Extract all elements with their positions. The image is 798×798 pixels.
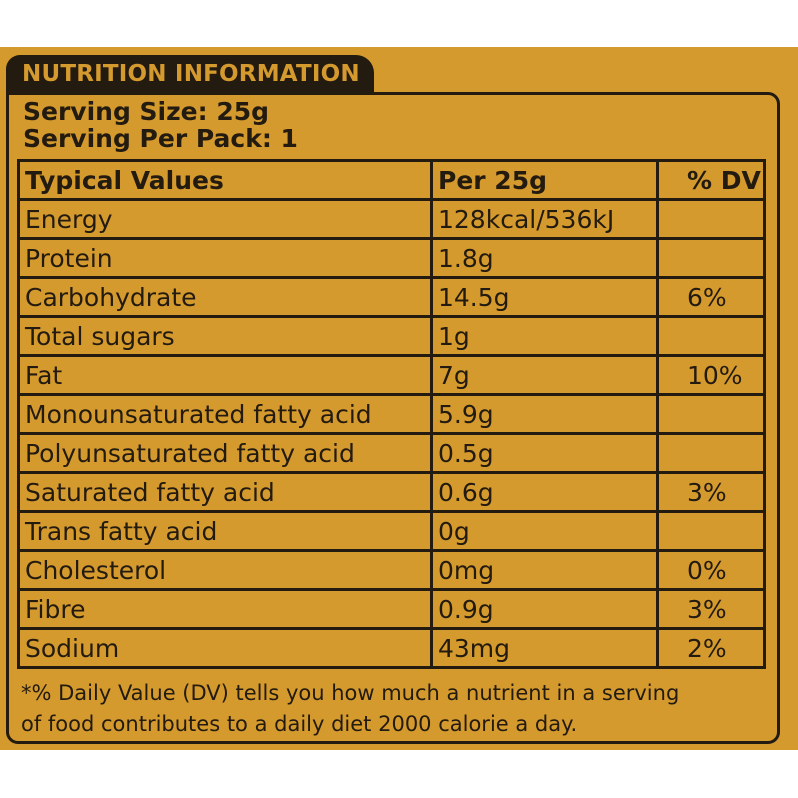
header-percent-dv: % DV [656, 159, 766, 201]
nutrient-amount: 43mg [430, 627, 659, 669]
footnote-line-1: *% Daily Value (DV) tells you how much a… [21, 681, 680, 705]
label-title: NUTRITION INFORMATION [22, 61, 360, 87]
nutrient-name: Energy [17, 198, 433, 240]
nutrient-dv: 3% [656, 471, 766, 513]
table-row: Total sugars 1g [17, 315, 766, 357]
nutrient-dv: 10% [656, 354, 766, 396]
nutrient-amount: 1.8g [430, 237, 659, 279]
nutrient-dv [656, 198, 766, 240]
nutrient-name: Fat [17, 354, 433, 396]
serving-size: Serving Size: 25g [23, 97, 270, 126]
table-row: Energy 128kcal/536kJ [17, 198, 766, 240]
footnote: *% Daily Value (DV) tells you how much a… [21, 678, 761, 740]
nutrient-dv: 0% [656, 549, 766, 591]
nutrient-amount: 0mg [430, 549, 659, 591]
nutrient-name: Monounsaturated fatty acid [17, 393, 433, 435]
label-border [6, 92, 780, 744]
nutrient-amount: 1g [430, 315, 659, 357]
servings-per-pack: Serving Per Pack: 1 [23, 124, 298, 153]
nutrient-name: Trans fatty acid [17, 510, 433, 552]
nutrient-dv [656, 237, 766, 279]
nutrient-dv [656, 510, 766, 552]
header-typical-values: Typical Values [17, 159, 433, 201]
nutrient-dv: 6% [656, 276, 766, 318]
nutrient-dv: 3% [656, 588, 766, 630]
nutrient-amount: 0.5g [430, 432, 659, 474]
nutrient-dv [656, 432, 766, 474]
nutrient-amount: 128kcal/536kJ [430, 198, 659, 240]
nutrition-table: Typical Values Per 25g % DV Energy 128kca… [17, 159, 766, 669]
nutrient-amount: 5.9g [430, 393, 659, 435]
table-body: Energy 128kcal/536kJ Protein 1.8g Carbohydra… [17, 198, 766, 669]
table-row: Cholesterol 0mg 0% [17, 549, 766, 591]
nutrient-amount: 7g [430, 354, 659, 396]
nutrient-dv: 2% [656, 627, 766, 669]
nutrient-name: Sodium [17, 627, 433, 669]
table-row: Protein 1.8g [17, 237, 766, 279]
nutrient-name: Carbohydrate [17, 276, 433, 318]
nutrient-amount: 0.6g [430, 471, 659, 513]
table-row: Fibre 0.9g 3% [17, 588, 766, 630]
nutrient-name: Fibre [17, 588, 433, 630]
table-row: Trans fatty acid 0g [17, 510, 766, 552]
nutrient-name: Polyunsaturated fatty acid [17, 432, 433, 474]
table-row: Carbohydrate 14.5g 6% [17, 276, 766, 318]
nutrient-amount: 0g [430, 510, 659, 552]
table-row: Saturated fatty acid 0.6g 3% [17, 471, 766, 513]
nutrient-dv [656, 393, 766, 435]
table-header-row: Typical Values Per 25g % DV [17, 159, 766, 201]
nutrient-name: Saturated fatty acid [17, 471, 433, 513]
title-tab [6, 55, 374, 93]
header-per-25g: Per 25g [430, 159, 659, 201]
nutrient-amount: 0.9g [430, 588, 659, 630]
nutrient-amount: 14.5g [430, 276, 659, 318]
nutrient-dv [656, 315, 766, 357]
table-row: Monounsaturated fatty acid 5.9g [17, 393, 766, 435]
nutrient-name: Protein [17, 237, 433, 279]
footnote-line-2: of food contributes to a daily diet 2000… [21, 712, 578, 736]
table-row: Polyunsaturated fatty acid 0.5g [17, 432, 766, 474]
nutrient-name: Cholesterol [17, 549, 433, 591]
nutrient-name: Total sugars [17, 315, 433, 357]
table-row: Sodium 43mg 2% [17, 627, 766, 669]
table-row: Fat 7g 10% [17, 354, 766, 396]
